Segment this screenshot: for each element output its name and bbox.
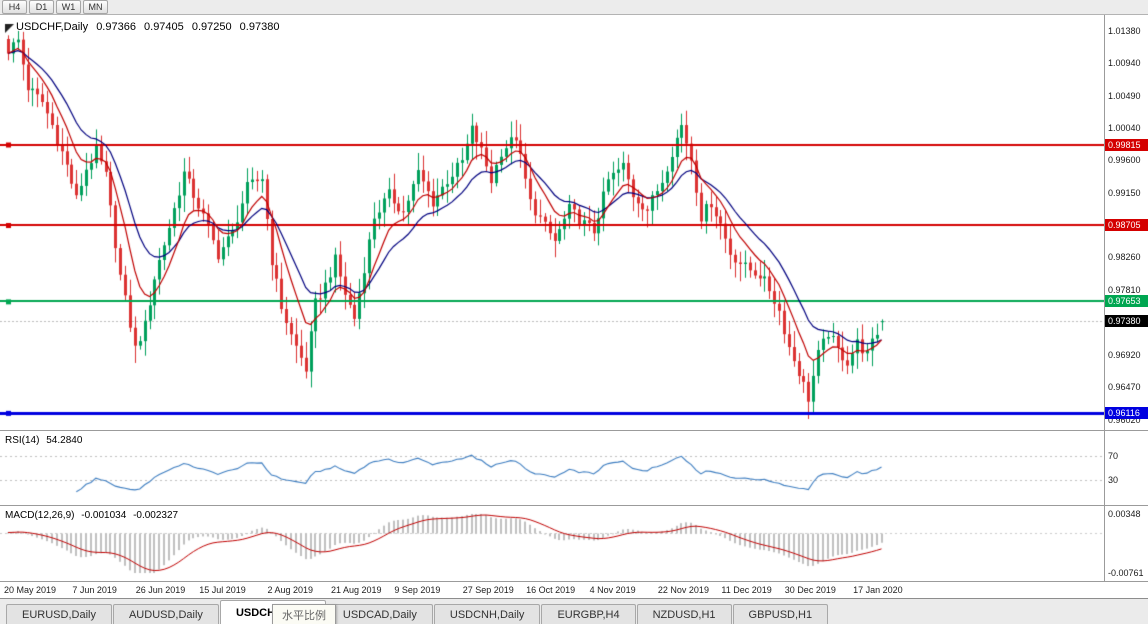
date-axis-label: 16 Oct 2019 [526, 585, 576, 595]
price-axis-label: 0.99600 [1108, 155, 1141, 166]
ohlc-high-value: 0.97405 [144, 21, 184, 33]
date-axis[interactable]: 20 May 2019 7 Jun 2019 26 Jun 2019 15 Jul 2… [0, 581, 1148, 598]
chart-ohlc-header: USDCHF,Daily 0.97366 0.97405 0.97250 0.9… [16, 21, 284, 33]
chart-tab-usdcnh[interactable]: USDCNH,Daily [433, 604, 541, 624]
chart-tab-usdcad[interactable]: USDCAD,Daily [326, 604, 433, 624]
date-axis-label: 4 Nov 2019 [589, 585, 636, 595]
macd-header: MACD(12,26,9) -0.001034 -0.002327 [5, 510, 182, 521]
chart-tab-gbpusd[interactable]: GBPUSD,H1 [732, 604, 829, 624]
ohlc-open-value: 0.97366 [96, 21, 136, 33]
chart-symbol-label: USDCHF,Daily [16, 21, 89, 33]
price-axis-label: 0.96470 [1108, 382, 1141, 393]
date-axis-label: 15 Jul 2019 [199, 585, 246, 595]
level-price-badge: 0.98705 [1105, 219, 1148, 232]
chart-tab-eurusd[interactable]: EURUSD,Daily [6, 604, 112, 624]
price-axis-label: 1.00940 [1108, 57, 1141, 68]
date-axis-label: 17 Jan 2020 [853, 585, 903, 595]
date-axis-label: 7 Jun 2019 [72, 585, 117, 595]
level-price-badge: 0.99815 [1105, 138, 1148, 151]
price-axis-label: 0.96020 [1108, 414, 1141, 425]
chart-tab-eurgbp[interactable]: EURGBP,H4 [541, 604, 636, 624]
ohlc-close-value: 0.97380 [239, 21, 280, 33]
date-axis-label: 26 Jun 2019 [135, 585, 186, 595]
price-axis-label: 0.99150 [1108, 187, 1141, 198]
date-axis-label: 27 Sep 2019 [462, 585, 514, 595]
price-axis-label: 0.97810 [1108, 284, 1141, 295]
macd-main-value: -0.001034 [81, 510, 127, 521]
chart-tab-nzdusd[interactable]: NZDUSD,H1 [636, 604, 732, 624]
rsi-axis[interactable]: 70 30 [1104, 431, 1148, 505]
price-axis[interactable]: 1.01380 1.00940 1.00490 1.00040 0.99600 0.991… [1104, 15, 1148, 430]
price-axis-label: 0.98260 [1108, 252, 1141, 263]
macd-panel[interactable]: MACD(12,26,9) -0.001034 -0.002327 0.0034… [0, 505, 1148, 581]
price-chart-canvas[interactable] [0, 15, 1104, 430]
macd-axis-label: -0.00761 [1108, 568, 1144, 578]
chart-tab-bar: EURUSD,DailyAUDUSD,DailyUSDCHF,DailyUSDC… [0, 598, 1148, 624]
tooltip-horizontal-scale: 水平比例 [272, 604, 336, 624]
timeframe-button-mn[interactable]: MN [83, 0, 108, 14]
main-chart-panel[interactable]: USDCHF,Daily 0.97366 0.97405 0.97250 0.9… [0, 15, 1148, 430]
current-price-badge: 0.97380 [1105, 315, 1148, 328]
price-axis-label: 1.00490 [1108, 90, 1141, 101]
rsi-panel[interactable]: RSI(14) 54.2840 70 30 [0, 430, 1148, 505]
date-axis-label: 9 Sep 2019 [394, 585, 441, 595]
rsi-axis-label: 30 [1108, 474, 1119, 485]
price-axis-label: 1.01380 [1108, 25, 1141, 36]
level-price-badge: 0.97653 [1105, 295, 1148, 308]
date-axis-label: 21 Aug 2019 [330, 585, 382, 595]
macd-axis-label: 0.00348 [1108, 509, 1141, 519]
rsi-current-value: 54.2840 [46, 435, 83, 446]
macd-axis[interactable]: 0.00348 -0.00761 [1104, 506, 1148, 581]
price-axis-label: 1.00040 [1108, 123, 1141, 134]
rsi-chart-canvas[interactable] [0, 431, 1104, 505]
timeframe-button-d1[interactable]: D1 [29, 0, 54, 14]
date-axis-label: 22 Nov 2019 [657, 585, 709, 595]
macd-indicator-name: MACD(12,26,9) [5, 510, 75, 521]
ohlc-low-value: 0.97250 [191, 21, 232, 33]
level-price-badge: 0.96116 [1105, 406, 1148, 419]
date-axis-label: 30 Dec 2019 [784, 585, 836, 595]
date-axis-label: 20 May 2019 [4, 585, 57, 595]
macd-chart-canvas[interactable] [0, 506, 1104, 581]
date-axis-label: 2 Aug 2019 [267, 585, 314, 595]
timeframe-button-h4[interactable]: H4 [2, 0, 27, 14]
macd-signal-value: -0.002327 [133, 510, 179, 521]
rsi-indicator-name: RSI(14) [5, 435, 40, 446]
chart-tab-audusd[interactable]: AUDUSD,Daily [112, 604, 219, 624]
price-axis-label: 0.96920 [1108, 349, 1141, 360]
timeframe-button-w1[interactable]: W1 [56, 0, 81, 14]
rsi-header: RSI(14) 54.2840 [5, 435, 86, 446]
date-axis-label: 11 Dec 2019 [721, 585, 772, 595]
timeframe-toolbar: H4 D1 W1 MN [0, 0, 1148, 15]
rsi-axis-label: 70 [1108, 451, 1119, 462]
